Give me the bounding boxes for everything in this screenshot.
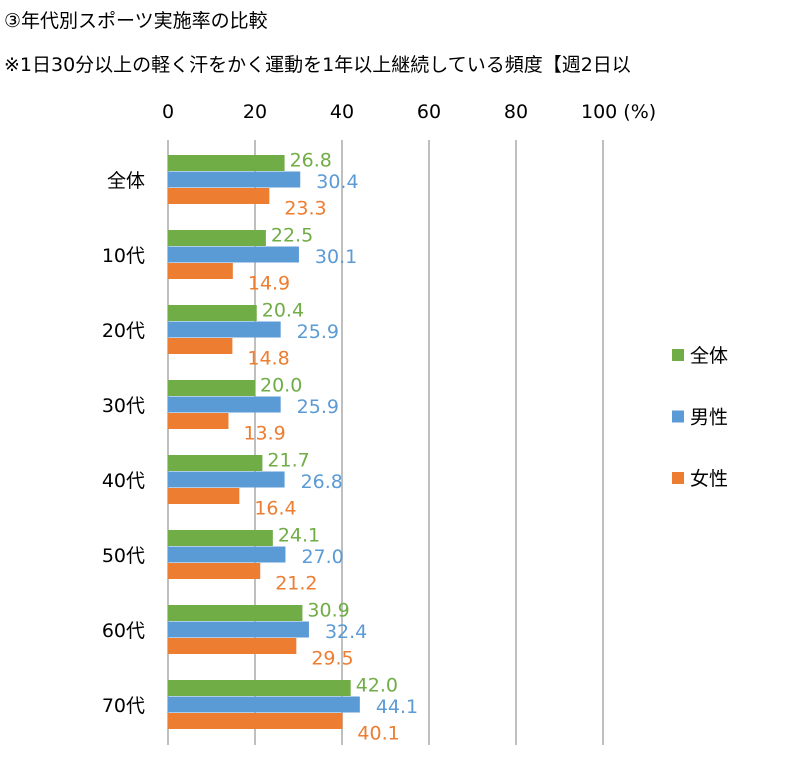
chart-title: ③年代別スポーツ実施率の比較 [4, 10, 268, 32]
bar [168, 605, 303, 621]
category-label: 20代 [102, 320, 145, 342]
legend-label: 男性 [690, 407, 728, 429]
data-label: 24.1 [278, 524, 320, 546]
legend-swatch [672, 410, 684, 423]
bar [168, 455, 263, 471]
category-label: 全体 [107, 170, 145, 192]
data-label: 32.4 [325, 621, 367, 643]
data-label: 14.8 [247, 347, 289, 369]
data-label: 27.0 [301, 546, 343, 568]
legend-label: 女性 [690, 468, 728, 490]
bar [168, 638, 297, 654]
bar [168, 305, 257, 321]
data-label: 26.8 [290, 149, 332, 171]
x-tick-label: 40 [330, 101, 354, 123]
category-label: 40代 [102, 470, 145, 492]
bar [168, 488, 240, 504]
data-label: 42.0 [356, 674, 398, 696]
data-label: 22.5 [271, 224, 313, 246]
bar [168, 188, 270, 204]
data-label: 14.9 [248, 272, 290, 294]
bar [168, 713, 343, 729]
data-label: 20.0 [260, 374, 302, 396]
bar [168, 413, 229, 429]
x-tick-label: 20 [243, 101, 267, 123]
bar [168, 171, 301, 188]
bar [168, 380, 255, 396]
bar [168, 230, 266, 246]
category-label: 70代 [102, 695, 145, 717]
x-tick-label: 100 (%) [581, 101, 656, 123]
data-label: 26.8 [301, 471, 343, 493]
data-label: 29.5 [311, 647, 353, 669]
data-label: 30.4 [316, 171, 358, 193]
chart-subtitle: ※1日30分以上の軽く汗をかく運動を1年以上継続している頻度【週2日以 [4, 54, 631, 76]
legend-swatch [672, 472, 684, 484]
bar [168, 246, 299, 263]
data-label: 21.7 [267, 449, 309, 471]
category-label: 10代 [102, 245, 145, 267]
data-label: 40.1 [357, 722, 399, 744]
legend-swatch [672, 349, 684, 361]
bar [168, 263, 233, 279]
x-tick-label: 0 [162, 101, 174, 123]
data-label: 21.2 [275, 572, 317, 594]
bar [168, 155, 285, 171]
bar [168, 471, 285, 488]
bar [168, 696, 360, 713]
bar [168, 396, 281, 413]
data-label: 30.1 [315, 246, 357, 268]
bar [168, 321, 281, 338]
bar [168, 530, 273, 546]
legend-label: 全体 [690, 345, 728, 367]
data-label: 23.3 [284, 197, 326, 219]
data-label: 16.4 [254, 497, 296, 519]
bar [168, 546, 286, 563]
bar [168, 680, 351, 696]
category-label: 60代 [102, 620, 145, 642]
category-label: 30代 [102, 395, 145, 417]
bar [168, 338, 233, 354]
category-label: 50代 [102, 545, 145, 567]
x-tick-label: 80 [504, 101, 528, 123]
data-label: 13.9 [243, 422, 285, 444]
bar [168, 621, 309, 638]
bar [168, 563, 261, 579]
data-label: 44.1 [376, 696, 418, 718]
data-label: 20.4 [262, 299, 304, 321]
data-label: 25.9 [297, 396, 339, 418]
x-tick-label: 60 [417, 101, 441, 123]
data-label: 30.9 [307, 599, 349, 621]
data-label: 25.9 [297, 321, 339, 343]
